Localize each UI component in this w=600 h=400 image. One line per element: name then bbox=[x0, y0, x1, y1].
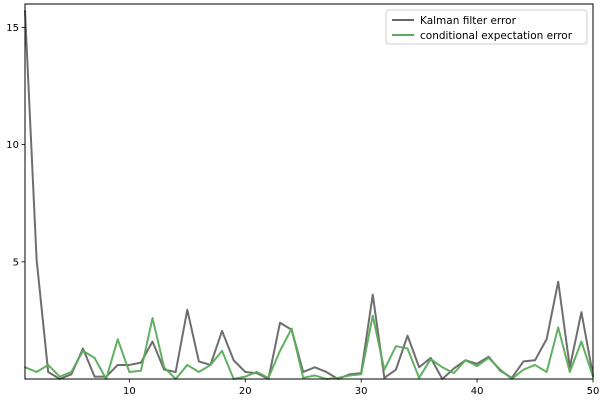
y-tick-label: 15 bbox=[6, 23, 19, 34]
x-tick-label: 50 bbox=[587, 386, 600, 397]
y-tick-label: 10 bbox=[6, 140, 19, 151]
legend: Kalman filter error conditional expectati… bbox=[385, 9, 588, 45]
legend-label-2: conditional expectation error bbox=[420, 30, 573, 42]
legend-label-1: Kalman filter error bbox=[420, 15, 517, 27]
y-axis: 5 10 15 bbox=[6, 23, 25, 268]
x-axis: 10 20 30 40 50 bbox=[123, 379, 599, 397]
series-line-1 bbox=[24, 10, 594, 380]
x-tick-label: 10 bbox=[123, 386, 136, 397]
x-tick-label: 20 bbox=[239, 386, 252, 397]
plot-area bbox=[24, 3, 594, 380]
series-line-2 bbox=[24, 314, 594, 380]
plot-frame bbox=[24, 3, 594, 380]
legend-box bbox=[385, 9, 588, 45]
x-tick-label: 30 bbox=[355, 386, 368, 397]
x-tick-label: 40 bbox=[471, 386, 484, 397]
y-tick-label: 5 bbox=[13, 257, 19, 268]
